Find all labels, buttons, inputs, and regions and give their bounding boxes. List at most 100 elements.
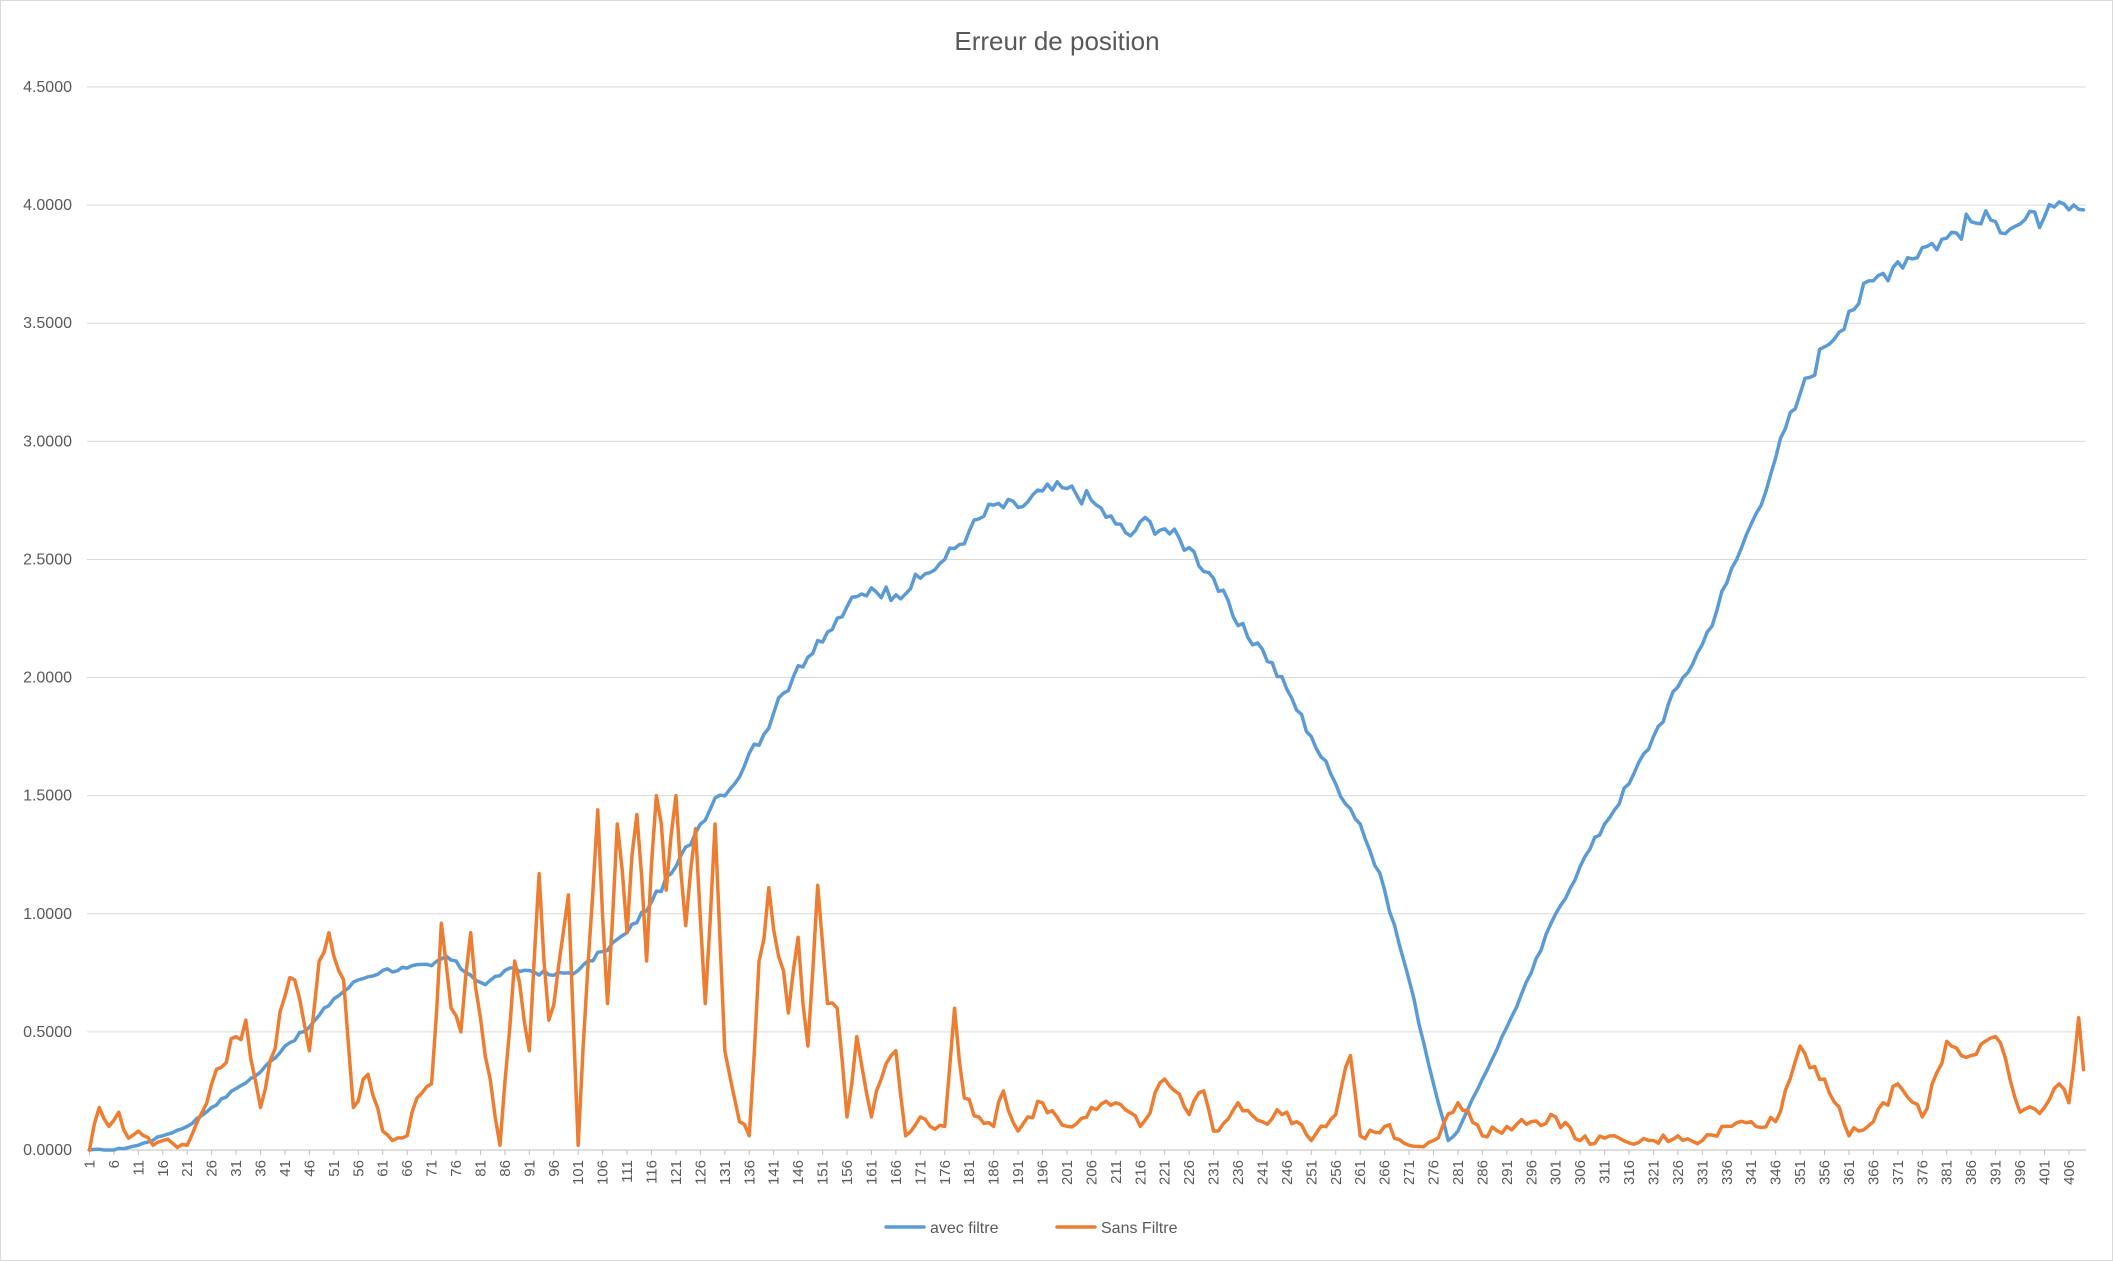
legend-label-2: Sans Filtre: [1101, 1220, 1178, 1237]
x-tick-label: 396: [2012, 1160, 2029, 1185]
x-tick-label: 111: [619, 1160, 636, 1183]
x-tick-label: 86: [497, 1160, 514, 1177]
x-tick-label: 386: [1963, 1160, 1980, 1185]
legend: avec filtre Sans Filtre: [884, 1220, 1178, 1237]
y-tick-label: 1.0000: [23, 906, 72, 923]
x-tick-label: 261: [1352, 1160, 1369, 1185]
x-tick-label: 221: [1157, 1160, 1174, 1185]
x-tick-label: 246: [1279, 1160, 1296, 1185]
x-tick-label: 326: [1670, 1160, 1687, 1185]
x-tick-label: 341: [1743, 1160, 1760, 1185]
x-tick-label: 51: [326, 1160, 343, 1177]
x-tick-label: 186: [986, 1160, 1003, 1185]
x-tick-label: 321: [1645, 1160, 1662, 1185]
x-tick-label: 376: [1914, 1160, 1931, 1185]
x-tick-label: 216: [1132, 1160, 1149, 1185]
x-tick-label: 156: [839, 1160, 856, 1185]
x-tick-label: 21: [179, 1160, 196, 1177]
gridlines: [87, 86, 2086, 1151]
x-tick-label: 71: [424, 1160, 441, 1177]
x-tick-label: 1: [81, 1160, 98, 1168]
x-tick-label: 66: [399, 1160, 416, 1177]
x-tick-label: 271: [1401, 1160, 1418, 1185]
x-tick-label: 36: [253, 1160, 270, 1177]
y-axis-tick-labels: 0.0000 0.5000 1.0000 1.5000 2.0000 2.5000 3.00…: [23, 79, 72, 1159]
legend-label-1: avec filtre: [930, 1220, 999, 1237]
x-tick-label: 291: [1499, 1160, 1516, 1185]
x-tick-label: 266: [1377, 1160, 1394, 1185]
x-tick-label: 251: [1303, 1160, 1320, 1185]
x-tick-label: 331: [1694, 1160, 1711, 1185]
x-tick-label: 256: [1328, 1160, 1345, 1185]
x-tick-label: 241: [1254, 1160, 1271, 1185]
x-tick-label: 351: [1792, 1160, 1809, 1185]
x-tick-label: 206: [1083, 1160, 1100, 1185]
x-tick-label: 146: [790, 1160, 807, 1185]
x-tick-label: 391: [1988, 1160, 2005, 1185]
x-tick-label: 46: [301, 1160, 318, 1177]
x-tick-label: 6: [106, 1160, 123, 1168]
x-tick-label: 276: [1426, 1160, 1443, 1185]
x-tick-label: 121: [668, 1160, 685, 1185]
x-tick-label: 211: [1108, 1160, 1125, 1184]
x-tick-label: 311: [1597, 1160, 1614, 1184]
y-tick-label: 1.5000: [23, 788, 72, 805]
x-tick-label: 361: [1841, 1160, 1858, 1185]
x-tick-label: 81: [472, 1160, 489, 1177]
x-tick-label: 296: [1523, 1160, 1540, 1185]
y-tick-label: 2.5000: [23, 551, 72, 568]
x-tick-label: 56: [350, 1160, 367, 1177]
x-tick-label: 116: [644, 1160, 661, 1184]
x-tick-label: 151: [815, 1160, 832, 1185]
x-tick-label: 336: [1719, 1160, 1736, 1185]
y-tick-label: 3.5000: [23, 315, 72, 332]
series-line-2: [87, 793, 2086, 1152]
series-line-1: [87, 200, 2086, 1152]
x-tick-label: 161: [863, 1160, 880, 1185]
x-tick-label: 101: [570, 1160, 587, 1185]
x-tick-label: 131: [717, 1160, 734, 1185]
x-tick-label: 171: [912, 1160, 929, 1185]
x-tick-label: 356: [1817, 1160, 1834, 1185]
x-tick-label: 316: [1621, 1160, 1638, 1185]
x-tick-label: 136: [741, 1160, 758, 1185]
x-tick-label: 181: [961, 1160, 978, 1185]
x-tick-label: 281: [1450, 1160, 1467, 1185]
x-tick-label: 366: [1865, 1160, 1882, 1185]
y-tick-label: 0.0000: [23, 1142, 72, 1159]
x-tick-label: 61: [375, 1160, 392, 1177]
x-tick-label: 371: [1890, 1160, 1907, 1185]
x-tick-label: 346: [1768, 1160, 1785, 1185]
y-tick-label: 4.0000: [23, 197, 72, 214]
x-tick-label: 31: [228, 1160, 245, 1177]
x-tick-label: 301: [1548, 1160, 1565, 1185]
y-tick-label: 2.0000: [23, 670, 72, 687]
x-tick-label: 191: [1010, 1160, 1027, 1185]
x-tick-label: 76: [448, 1160, 465, 1177]
x-tick-label: 106: [595, 1160, 612, 1185]
x-tick-label: 306: [1572, 1160, 1589, 1185]
x-tick-label: 286: [1474, 1160, 1491, 1185]
y-tick-label: 3.0000: [23, 433, 72, 450]
x-tick-label: 196: [1035, 1160, 1052, 1185]
chart-title: Erreur de position: [954, 26, 1159, 56]
x-tick-label: 236: [1230, 1160, 1247, 1185]
x-axis-tick-labels: 1 6 11 16 21 26 31 36 41 46 51 56 61 66 71 76 81 86 91 96 10…: [81, 1150, 2078, 1185]
x-tick-label: 41: [277, 1160, 294, 1177]
series-lines: [87, 200, 2086, 1152]
x-tick-label: 11: [130, 1160, 147, 1176]
x-tick-label: 381: [1939, 1160, 1956, 1185]
x-tick-label: 401: [2036, 1160, 2053, 1185]
x-tick-label: 226: [1181, 1160, 1198, 1185]
x-tick-label: 96: [546, 1160, 563, 1177]
x-tick-label: 166: [888, 1160, 905, 1185]
x-tick-label: 231: [1206, 1160, 1223, 1185]
x-tick-label: 26: [204, 1160, 221, 1177]
x-tick-label: 176: [937, 1160, 954, 1185]
y-tick-label: 0.5000: [23, 1024, 72, 1041]
x-tick-label: 406: [2061, 1160, 2078, 1185]
x-tick-label: 201: [1059, 1160, 1076, 1185]
x-tick-label: 141: [766, 1160, 783, 1185]
